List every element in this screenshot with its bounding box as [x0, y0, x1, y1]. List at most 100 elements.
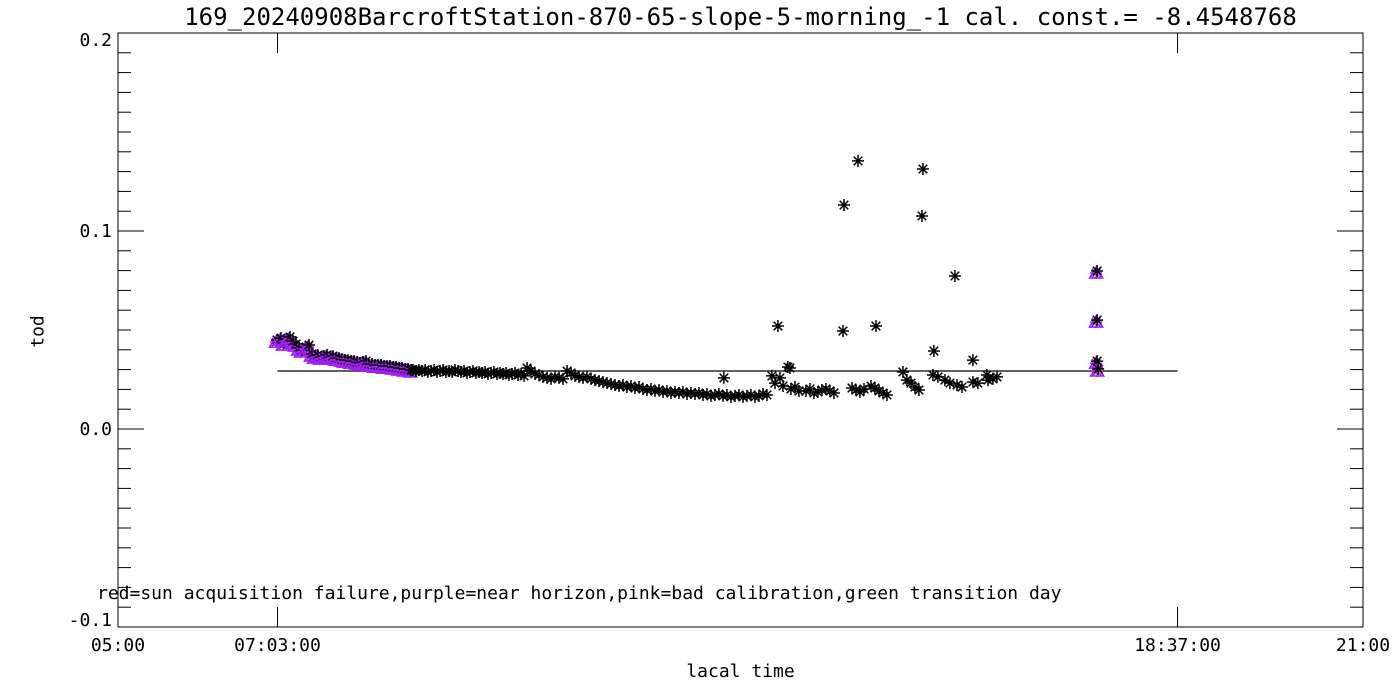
data-point-black [476, 366, 489, 379]
data-point-black [768, 377, 781, 390]
data-point-black-overlay [1092, 362, 1105, 375]
data-point-black [548, 370, 561, 383]
data-point-black [656, 385, 669, 398]
data-point-black [633, 381, 646, 394]
data-point-black [752, 389, 765, 402]
y-tick-label: -0.1 [69, 610, 112, 631]
data-point-black [708, 388, 721, 401]
data-point-black [460, 366, 473, 379]
data-point-black [926, 368, 939, 381]
data-point-black [853, 385, 866, 398]
data-point-black-overlay [309, 350, 322, 363]
data-point-black [613, 380, 626, 393]
data-point-black [680, 387, 693, 400]
data-point-black [873, 384, 886, 397]
data-point-black [431, 365, 444, 378]
data-point-black [938, 374, 951, 387]
data-point-black [955, 381, 968, 394]
data-point-black [648, 384, 661, 397]
data-point-black [900, 374, 913, 387]
data-point-black [912, 383, 925, 396]
data-point-black [966, 354, 979, 367]
data-point-black-overlay [303, 339, 316, 352]
data-point-black [640, 383, 653, 396]
data-point-black [880, 388, 893, 401]
data-point-black [732, 388, 745, 401]
data-point-black [533, 368, 546, 381]
data-point-black [712, 387, 725, 400]
data-point-black [625, 380, 638, 393]
data-point-black [503, 368, 516, 381]
data-point-black [593, 375, 606, 388]
data-point-black [827, 386, 840, 399]
data-point-black [740, 389, 753, 402]
data-point-black [637, 383, 650, 396]
data-point-black [815, 383, 828, 396]
data-point-black [948, 269, 961, 282]
data-point-black [512, 368, 525, 381]
data-point-black [846, 382, 859, 395]
data-point-black [412, 363, 425, 376]
data-point-black [864, 380, 877, 393]
data-point-black [696, 388, 709, 401]
data-point-black [585, 372, 598, 385]
data-point-black [506, 367, 519, 380]
data-point-black [668, 385, 681, 398]
data-point-black [819, 383, 832, 396]
data-point-black [645, 383, 658, 396]
data-point-black [857, 383, 870, 396]
data-point-black [568, 369, 581, 382]
data-point-black [672, 386, 685, 399]
data-point-black [799, 384, 812, 397]
data-point-black [449, 363, 462, 376]
data-point-black [915, 209, 928, 222]
data-point-black [416, 364, 429, 377]
data-point-black [990, 370, 1003, 383]
data-point-black [716, 389, 729, 402]
data-point-black [748, 390, 761, 403]
x-axis-title: lacal time [686, 661, 795, 682]
data-point-black [705, 389, 718, 402]
data-point-black [986, 372, 999, 385]
data-point-black [717, 371, 730, 384]
data-point-black [765, 369, 778, 382]
data-point-black [581, 370, 594, 383]
data-point-black [927, 344, 940, 357]
data-point-black [660, 384, 673, 397]
data-point-black [597, 376, 610, 389]
data-point-black-overlay [275, 332, 288, 345]
data-point-black [600, 377, 613, 390]
data-point-black [433, 364, 446, 377]
data-point-black [971, 377, 984, 390]
data-point-black [736, 390, 749, 403]
data-point-black [931, 370, 944, 383]
data-point-black [836, 324, 849, 337]
data-point-black [916, 163, 929, 176]
data-point-black [756, 387, 769, 400]
data-point-black [481, 367, 494, 380]
data-point-black [728, 389, 741, 402]
data-point-black [811, 385, 824, 398]
data-point-black [497, 367, 510, 380]
data-point-black [700, 387, 713, 400]
data-point-black [688, 387, 701, 400]
data-point-black [425, 364, 438, 377]
data-point-black [692, 386, 705, 399]
plot-frame [117, 32, 1364, 628]
data-point-black [605, 378, 618, 391]
data-point-black [981, 374, 994, 387]
data-point-black [980, 368, 993, 381]
data-point-black [869, 320, 882, 333]
data-point-black [528, 367, 541, 380]
data-point-black [573, 370, 586, 383]
data-point-black-overlay [284, 330, 297, 343]
data-point-black [807, 386, 820, 399]
data-point-black [744, 388, 757, 401]
data-point-black [783, 362, 796, 375]
y-tick-label: 0.1 [79, 221, 112, 242]
legend-annotation: red=sun acquisition failure,purple=near … [97, 583, 1062, 604]
data-point-black [577, 371, 590, 384]
y-tick-label: 0.0 [79, 419, 112, 440]
